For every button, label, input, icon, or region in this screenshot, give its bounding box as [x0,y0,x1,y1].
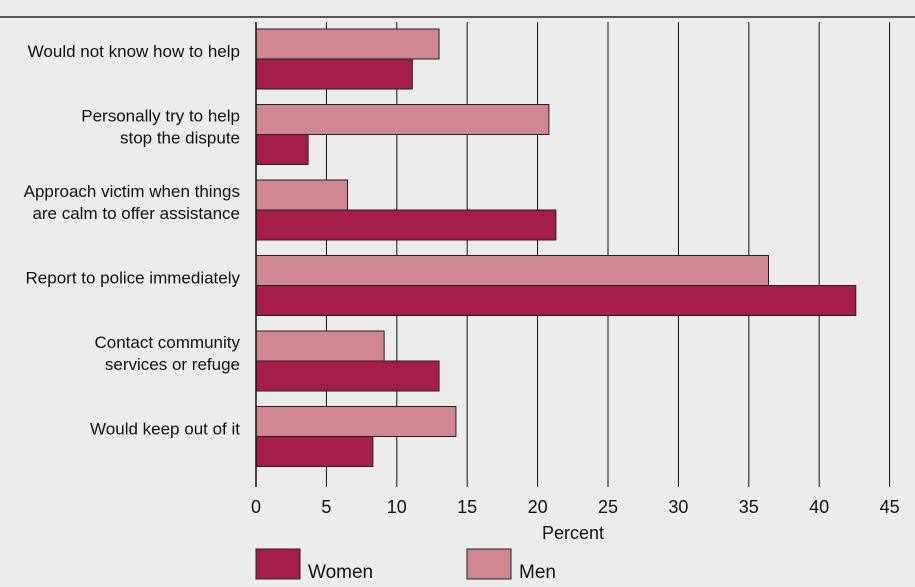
category-labels: Would not know how to help Personally try… [24,42,241,439]
gridlines [325,22,891,487]
bars [255,22,857,487]
category-label: Approach victim when things are calm to o… [24,182,240,223]
category-label: Report to police immediately [26,269,241,288]
x-tick-label: 30 [668,497,688,517]
category-label: Would keep out of it [90,420,240,439]
bar-women [255,436,374,467]
legend: Women Men [255,548,556,583]
category-label-line: Contact community [95,333,241,352]
legend-swatch-men [466,548,512,580]
category-label-line: stop the dispute [120,129,240,148]
category-label-line: Approach victim when things [24,182,240,201]
x-tick-label: 0 [251,497,261,517]
x-tick-label: 10 [387,497,407,517]
x-tick-labels: 0 5 10 15 20 25 30 35 40 45 [251,497,900,517]
x-tick-label: 5 [321,497,331,517]
legend-label-women: Women [308,562,373,582]
x-tick-label: 20 [528,497,548,517]
bar-women [255,58,413,90]
category-label-line: Personally try to help [81,107,240,126]
bar-men [255,406,457,437]
bar-women [255,360,440,392]
x-axis-label: Percent [542,523,604,543]
category-label-line: Report to police immediately [26,269,241,288]
category-label: Personally try to help stop the dispute [81,107,240,148]
x-tick-label: 40 [809,497,829,517]
bar-men [255,104,550,135]
x-tick-label: 35 [739,497,759,517]
bar-men [255,255,770,286]
legend-label-men: Men [519,562,556,582]
bar-women [255,285,857,316]
category-label-line: services or refuge [105,355,240,374]
category-label-line: Would keep out of it [90,420,240,439]
x-tick-label: 15 [457,497,477,517]
bar-women [255,209,557,241]
category-label: Contact community services or refuge [95,333,241,374]
x-tick-label: 25 [598,497,618,517]
bar-women [255,134,309,165]
category-label-line: Would not know how to help [28,42,240,61]
category-label: Would not know how to help [28,42,240,61]
legend-swatch-women [255,548,301,580]
bar-men [255,28,440,60]
bar-men [255,330,385,362]
x-tick-label: 45 [880,497,900,517]
bar-men [255,179,349,211]
category-label-line: are calm to offer assistance [32,204,240,223]
